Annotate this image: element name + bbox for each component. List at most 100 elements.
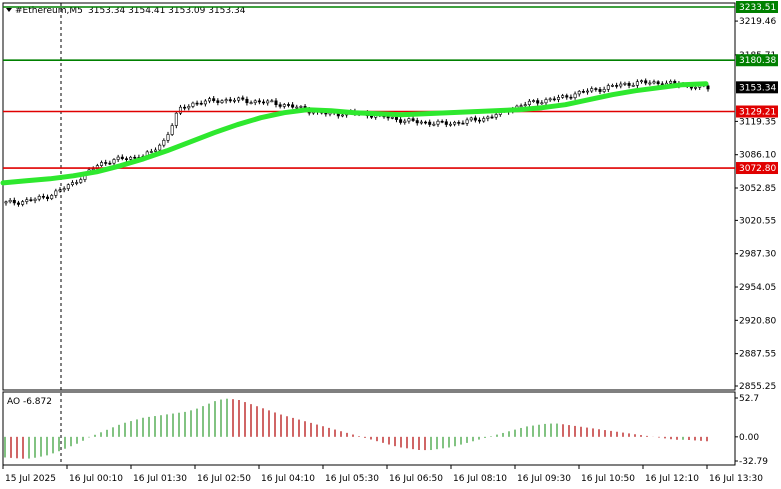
candle-body bbox=[457, 122, 461, 124]
candle-body bbox=[149, 151, 153, 153]
candle-body bbox=[598, 89, 602, 92]
price-tag-red-level bbox=[736, 105, 778, 118]
price-tag-green-level bbox=[736, 1, 778, 13]
moving-average bbox=[0, 81, 709, 186]
candle-body bbox=[278, 104, 282, 107]
time-tick-label: 16 Jul 08:10 bbox=[453, 474, 507, 484]
candle-body bbox=[523, 104, 527, 106]
ohlc-readout: 3153.34 3154.41 3153.09 3153.34 bbox=[88, 6, 246, 16]
candle-body bbox=[619, 83, 623, 87]
moving-average-line bbox=[0, 81, 709, 186]
candle-body bbox=[577, 91, 581, 95]
candle-body bbox=[120, 156, 124, 159]
price-tick-label: 3119.35 bbox=[739, 117, 776, 127]
candle-body bbox=[594, 88, 598, 90]
candle-body bbox=[644, 80, 648, 84]
price-tag-label: 3153.34 bbox=[739, 83, 776, 93]
candle-body bbox=[390, 117, 394, 119]
candle-body bbox=[669, 81, 673, 84]
candle-body bbox=[237, 97, 241, 101]
price-plot-frame bbox=[2, 2, 736, 391]
price-tick-label: 2954.05 bbox=[739, 283, 776, 293]
candle-body bbox=[16, 202, 20, 205]
candle-body bbox=[606, 85, 610, 90]
price-tick-label: 2920.80 bbox=[739, 316, 776, 326]
candle-body bbox=[386, 116, 390, 119]
candle-body bbox=[187, 106, 191, 109]
candle-body bbox=[627, 83, 631, 86]
candle-body bbox=[394, 117, 398, 120]
candle-body bbox=[228, 99, 232, 102]
collapse-arrow-icon[interactable] bbox=[6, 8, 12, 12]
candle-body bbox=[469, 117, 473, 121]
candle-body bbox=[170, 125, 174, 135]
candle-body bbox=[432, 123, 436, 126]
time-tick-label: 16 Jul 05:30 bbox=[325, 474, 379, 484]
candle-body bbox=[21, 201, 25, 205]
time-tick-label: 16 Jul 00:10 bbox=[69, 474, 123, 484]
awesome-oscillator bbox=[4, 398, 708, 459]
candle-body bbox=[129, 156, 133, 160]
time-tick-label: 16 Jul 06:50 bbox=[389, 474, 443, 484]
time-tick-label: 16 Jul 09:30 bbox=[517, 474, 571, 484]
price-tags: 3233.51 3180.38 3153.34 3129.21 3072.80 bbox=[736, 1, 778, 175]
candle-body bbox=[428, 121, 432, 125]
candle-body bbox=[70, 182, 74, 185]
candle-body bbox=[100, 162, 104, 166]
candle-body bbox=[104, 162, 108, 164]
candle-body bbox=[436, 120, 440, 125]
candle-body bbox=[453, 122, 457, 125]
candle-body bbox=[62, 188, 66, 191]
price-tag-green-level bbox=[736, 54, 778, 67]
price-tick-label: 2987.30 bbox=[739, 250, 776, 260]
candle-body bbox=[112, 159, 116, 164]
time-tick-label: 16 Jul 01:30 bbox=[133, 474, 187, 484]
candle-body bbox=[270, 100, 274, 103]
candle-body bbox=[46, 196, 50, 199]
candle-body bbox=[124, 158, 128, 160]
candle-body bbox=[262, 101, 266, 104]
candle-body bbox=[291, 104, 295, 108]
candle-body bbox=[4, 201, 8, 204]
candle-body bbox=[66, 184, 70, 189]
ao-title: AO -6.872 bbox=[7, 397, 52, 407]
candle-body bbox=[635, 81, 639, 86]
candle-body bbox=[706, 85, 710, 90]
candle-body bbox=[590, 88, 594, 92]
candle-body bbox=[399, 119, 403, 123]
candle-body bbox=[257, 100, 261, 103]
price-tick-label: 3086.10 bbox=[739, 151, 776, 161]
candle-body bbox=[419, 121, 423, 124]
candle-body bbox=[448, 123, 452, 126]
time-tick-label: 16 Jul 04:10 bbox=[261, 474, 315, 484]
candle-body bbox=[116, 156, 120, 160]
candle-body bbox=[245, 98, 249, 104]
candle-body bbox=[478, 119, 482, 122]
candle-body bbox=[473, 117, 477, 121]
ao-tick-label: 52.7 bbox=[739, 394, 759, 404]
candle-body bbox=[29, 199, 33, 202]
ao-tick-label: 0.00 bbox=[739, 433, 759, 443]
candle-body bbox=[274, 100, 278, 106]
candle-body bbox=[282, 104, 286, 107]
price-tag-label: 3129.21 bbox=[739, 108, 776, 118]
candle-body bbox=[266, 100, 270, 104]
candle-body bbox=[162, 140, 166, 146]
candle-body bbox=[41, 196, 45, 198]
candle-body bbox=[561, 95, 565, 98]
candle-body bbox=[494, 114, 498, 118]
candle-body bbox=[208, 98, 212, 102]
candle-body bbox=[249, 102, 253, 104]
candle-body bbox=[299, 106, 303, 108]
candle-body bbox=[212, 98, 216, 102]
candle-body bbox=[540, 102, 544, 105]
candle-body bbox=[50, 195, 54, 199]
candle-body bbox=[536, 100, 540, 104]
candle-body bbox=[411, 118, 415, 121]
candle-body bbox=[133, 156, 137, 159]
candle-body bbox=[602, 89, 606, 92]
candle-body bbox=[12, 200, 16, 204]
price-tag-label: 3072.80 bbox=[739, 164, 776, 174]
price-tick-label: 2887.55 bbox=[739, 350, 776, 360]
candle-body bbox=[370, 115, 374, 118]
